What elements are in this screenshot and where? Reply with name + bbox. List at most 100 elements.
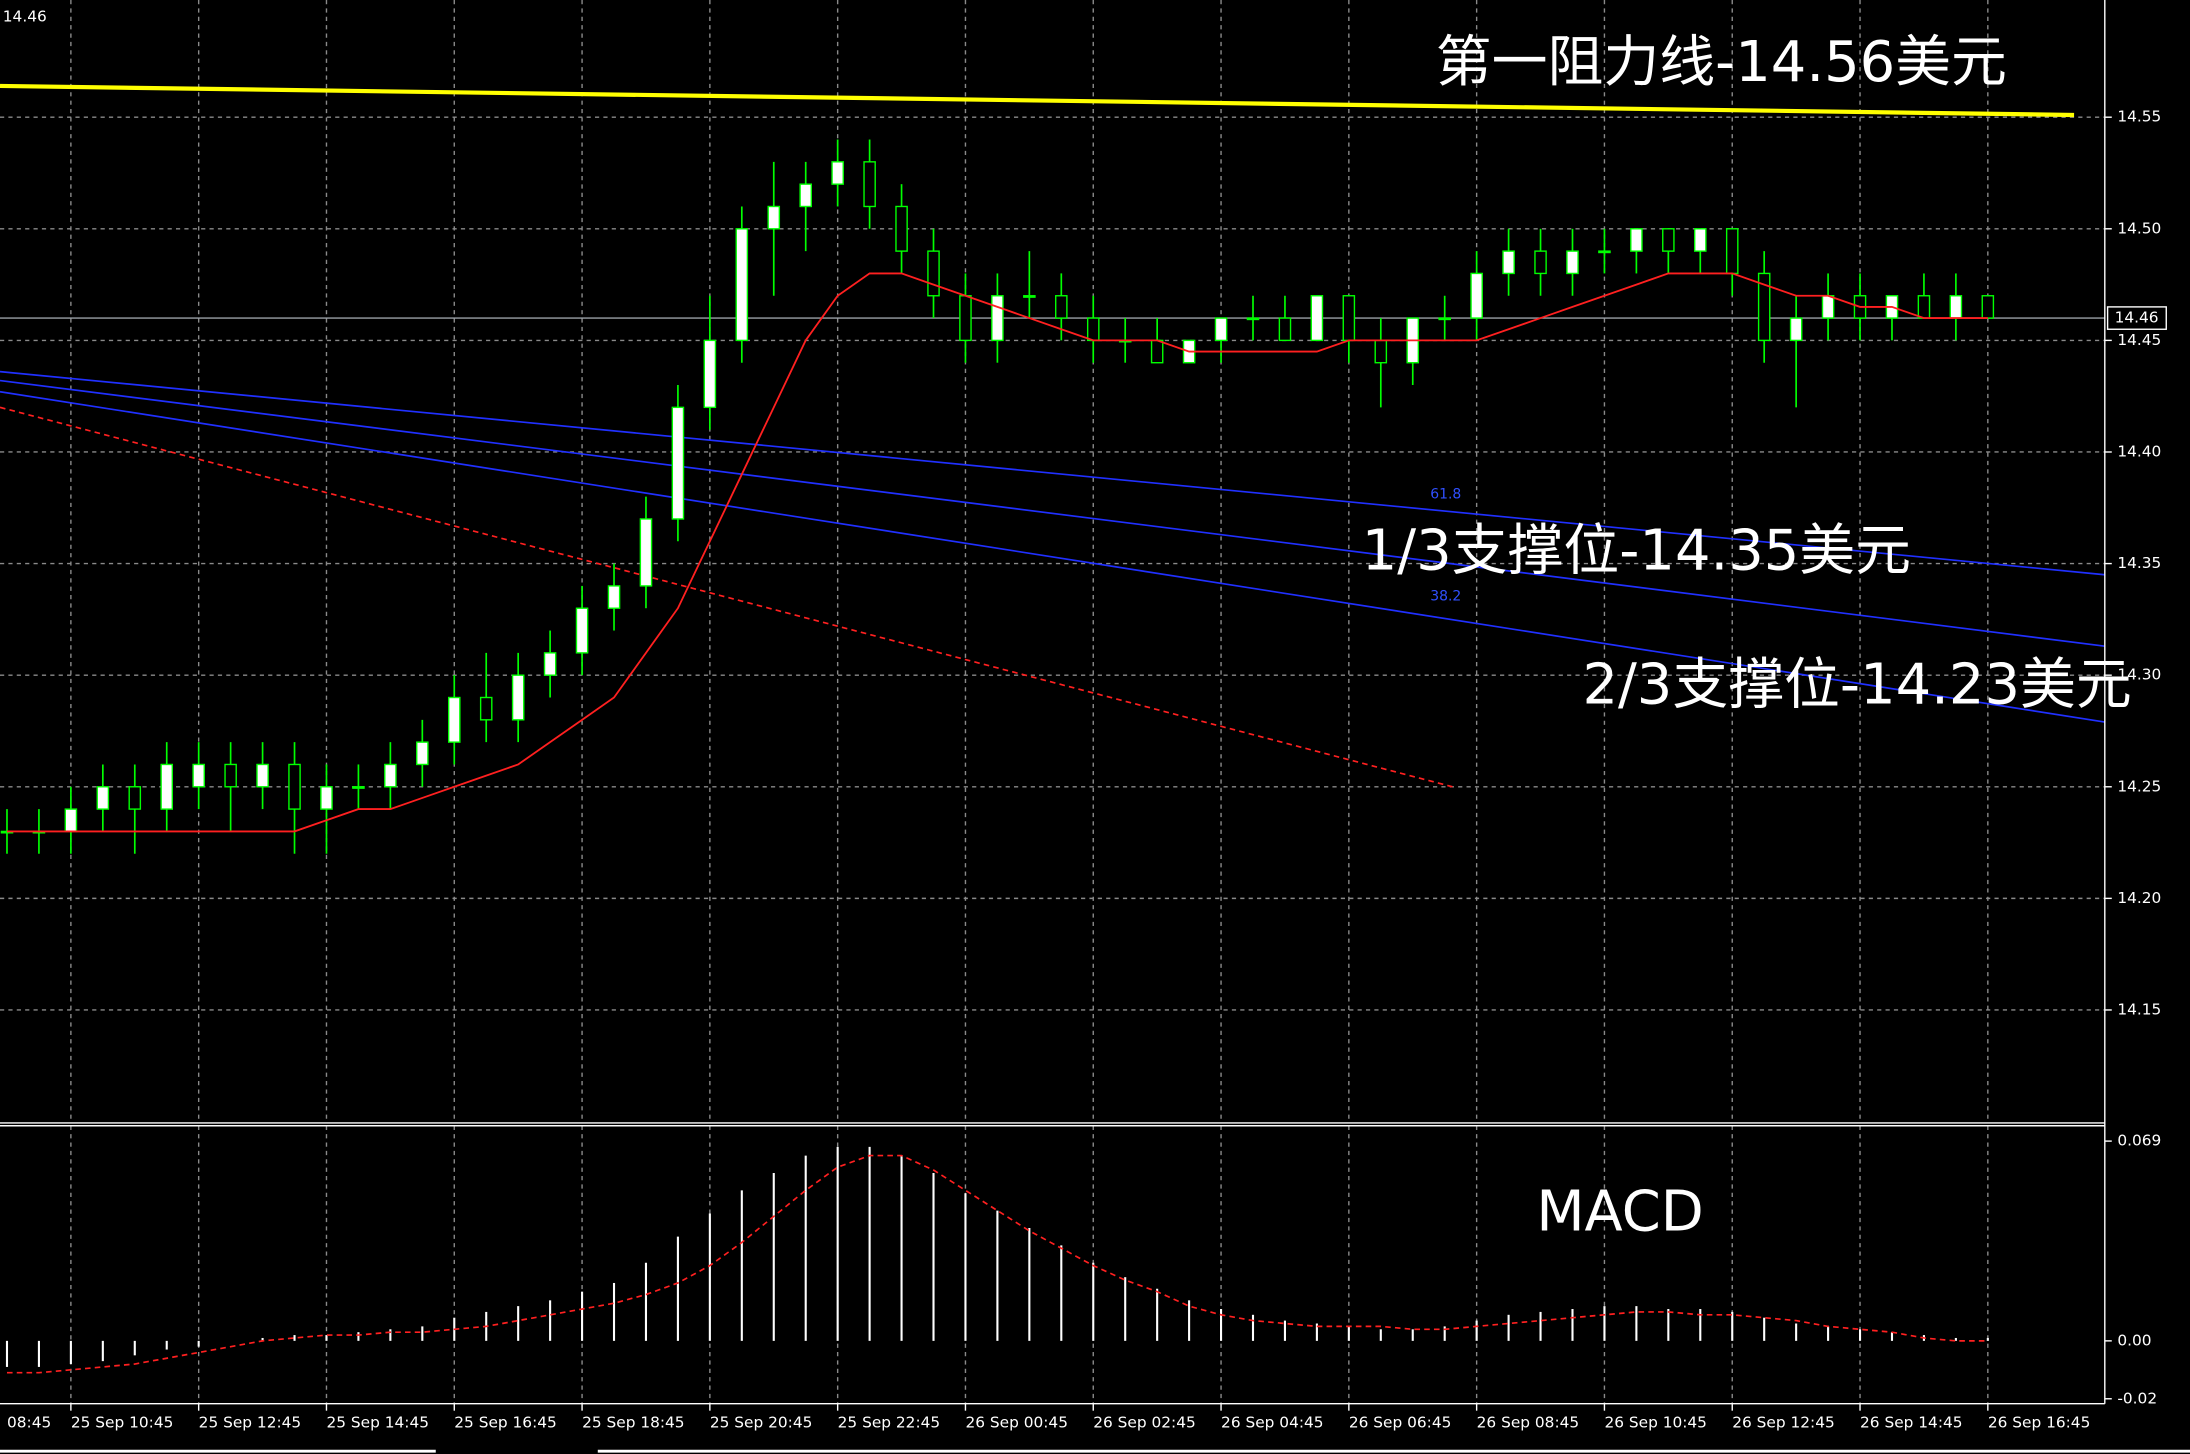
y-tick-label: 14.20 bbox=[2117, 889, 2161, 907]
candle-body bbox=[863, 161, 876, 208]
x-tick-label: 26 Sep 04:45 bbox=[1221, 1414, 1324, 1432]
candle-body bbox=[1662, 228, 1675, 252]
fib-label: 61.8 bbox=[1430, 486, 1461, 502]
trend-line bbox=[0, 390, 2105, 723]
candle-body bbox=[1598, 250, 1611, 254]
candle-body bbox=[895, 205, 908, 252]
candle-body bbox=[671, 406, 685, 520]
candle-body bbox=[479, 696, 493, 721]
candle-body bbox=[735, 228, 749, 342]
y-tick-label: 14.40 bbox=[2117, 442, 2161, 460]
y-tick-label: 14.55 bbox=[2117, 108, 2161, 126]
candle-body bbox=[1214, 317, 1228, 342]
y-tick-label: -0.02 bbox=[2117, 1389, 2157, 1407]
x-tick-label: 26 Sep 12:45 bbox=[1732, 1414, 1835, 1432]
panel-title: MACD bbox=[1536, 1179, 1703, 1244]
candle-body bbox=[831, 161, 844, 185]
candle-body bbox=[767, 205, 781, 230]
signal-line bbox=[6, 1154, 1988, 1374]
candle-body bbox=[991, 295, 1004, 342]
corner-price: 14.46 bbox=[3, 7, 47, 25]
candle-body bbox=[543, 652, 557, 676]
candle-body bbox=[1789, 317, 1803, 342]
candle-body bbox=[256, 763, 269, 788]
candle-body bbox=[384, 763, 397, 788]
candle-body bbox=[1023, 295, 1036, 298]
candle-body bbox=[1949, 295, 1963, 319]
candle-body bbox=[160, 763, 174, 810]
candle-body bbox=[447, 696, 461, 743]
x-tick-label: 25 Sep 12:45 bbox=[199, 1414, 302, 1432]
y-tick-label: 0.069 bbox=[2117, 1132, 2161, 1150]
y-tick-label: 14.45 bbox=[2117, 331, 2161, 349]
x-tick-label: 26 Sep 14:45 bbox=[1860, 1414, 1963, 1432]
x-tick-label: 25 Sep 16:45 bbox=[454, 1414, 557, 1432]
y-tick-label: 14.25 bbox=[2117, 777, 2161, 795]
x-tick-label: 26 Sep 16:45 bbox=[1988, 1414, 2091, 1432]
candle-body bbox=[959, 295, 972, 342]
candle-body bbox=[1566, 250, 1579, 275]
x-tick-label: 25 Sep 18:45 bbox=[582, 1414, 685, 1432]
candle-body bbox=[1757, 272, 1771, 342]
candle-body bbox=[1630, 228, 1643, 252]
candle-body bbox=[1310, 295, 1324, 342]
x-tick-label: 25 Sep 14:45 bbox=[326, 1414, 429, 1432]
candle-body bbox=[1278, 317, 1292, 342]
candle-body bbox=[320, 786, 333, 810]
candle-body bbox=[416, 741, 429, 766]
candle-body bbox=[1086, 317, 1100, 342]
candle-body bbox=[64, 808, 78, 833]
y-tick-label: 14.35 bbox=[2117, 554, 2161, 572]
candle-body bbox=[352, 786, 365, 789]
x-tick-label: 26 Sep 10:45 bbox=[1604, 1414, 1707, 1432]
candle-body bbox=[1917, 295, 1931, 319]
candle-body bbox=[1725, 228, 1739, 275]
x-tick-label: 08:45 bbox=[7, 1414, 51, 1432]
annotation: 2/3支撑位-14.23美元 bbox=[1582, 653, 2131, 718]
x-tick-label: 26 Sep 06:45 bbox=[1349, 1414, 1452, 1432]
y-tick-label: 14.50 bbox=[2117, 219, 2161, 237]
candle-body bbox=[575, 607, 589, 654]
candle-body bbox=[703, 339, 717, 409]
candle-body bbox=[607, 585, 621, 609]
x-tick-label: 26 Sep 02:45 bbox=[1093, 1414, 1196, 1432]
candle-body bbox=[1694, 228, 1707, 252]
annotation: 1/3支撑位-14.35美元 bbox=[1362, 519, 1911, 584]
x-tick-label: 26 Sep 00:45 bbox=[965, 1414, 1068, 1432]
x-tick-label: 26 Sep 08:45 bbox=[1477, 1414, 1580, 1432]
price-label: 14.46 bbox=[2115, 309, 2159, 327]
annotation: 第一阻力线-14.56美元 bbox=[1436, 30, 2007, 95]
y-tick-label: 14.30 bbox=[2117, 666, 2161, 684]
fib-label: 38.2 bbox=[1430, 588, 1461, 604]
x-tick-label: 25 Sep 22:45 bbox=[838, 1414, 941, 1432]
candle-body bbox=[128, 786, 142, 810]
candle-body bbox=[927, 250, 940, 297]
candle-body bbox=[1438, 317, 1451, 321]
candle-body bbox=[1821, 295, 1835, 319]
candle-body bbox=[1534, 250, 1547, 275]
y-tick-label: 14.15 bbox=[2117, 1000, 2161, 1018]
plot bbox=[0, 83, 2105, 1374]
candle-body bbox=[1246, 317, 1260, 321]
candle-body bbox=[288, 763, 301, 810]
candle-body bbox=[96, 786, 110, 810]
x-tick-label: 25 Sep 10:45 bbox=[71, 1414, 174, 1432]
candle-body bbox=[1470, 272, 1483, 319]
trend-line bbox=[0, 379, 2105, 647]
candle-body bbox=[1055, 295, 1068, 319]
moving-average bbox=[6, 272, 1988, 833]
trend-line bbox=[0, 83, 2075, 118]
candle-body bbox=[1342, 295, 1356, 342]
candle-body bbox=[511, 674, 525, 721]
candle-body bbox=[1150, 339, 1164, 364]
price-box bbox=[2106, 306, 2167, 330]
trend-line bbox=[0, 370, 2105, 576]
candle-body bbox=[1502, 250, 1515, 275]
candle-body bbox=[1374, 339, 1388, 364]
candle-body bbox=[639, 518, 653, 587]
candle-body bbox=[799, 183, 812, 208]
candle-body bbox=[192, 763, 205, 788]
candle-body bbox=[1981, 295, 1995, 319]
grid bbox=[0, 0, 2112, 1411]
